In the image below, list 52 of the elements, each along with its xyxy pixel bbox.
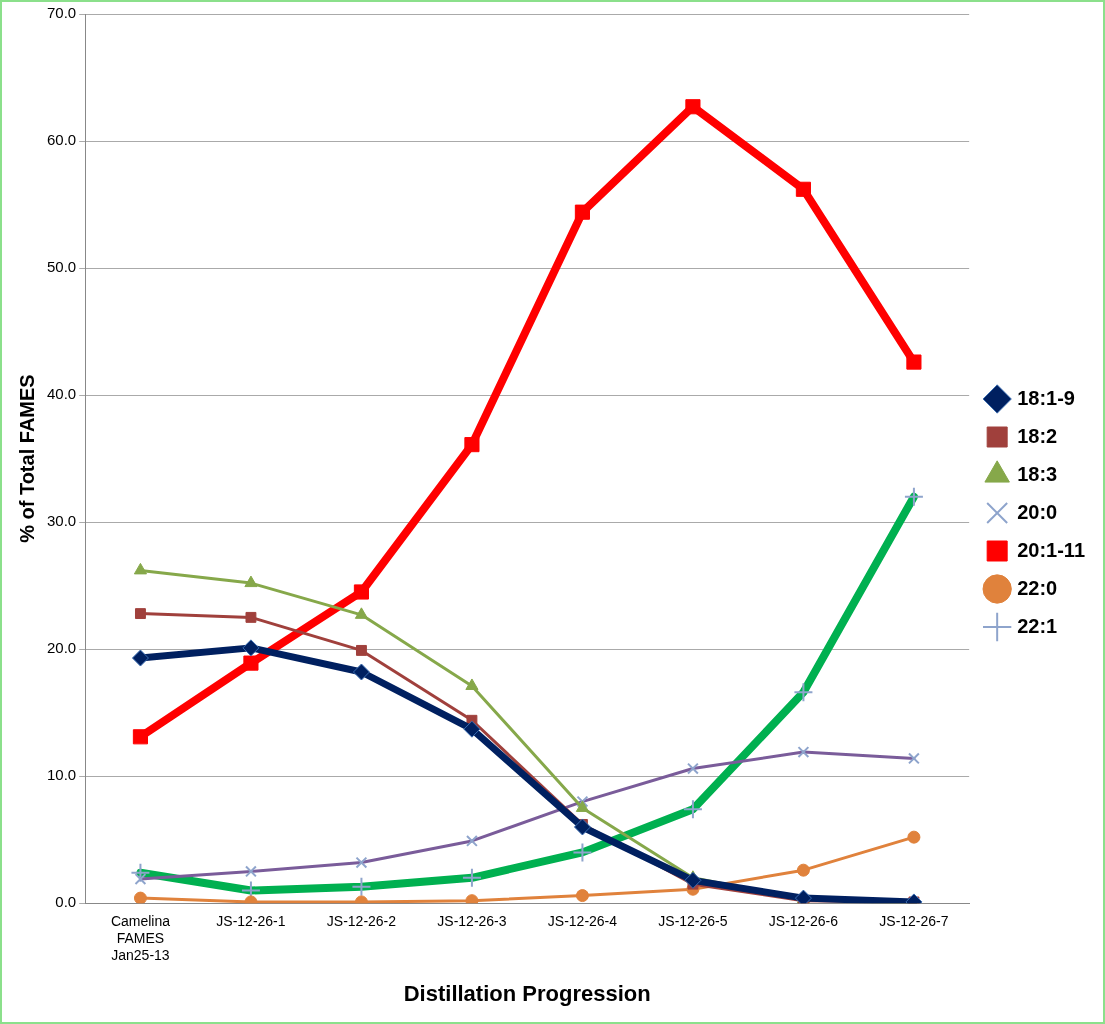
y-tick-label: 10.0: [46, 766, 77, 784]
point: [352, 663, 370, 681]
x-tick-label: Camelina FAMES Jan25-13: [110, 913, 171, 964]
legend-label: 20:1-11: [1017, 538, 1086, 561]
point: [796, 863, 810, 877]
point: [245, 611, 257, 623]
point: [355, 644, 367, 656]
point: [573, 818, 591, 836]
legend-label: 20:0: [1017, 500, 1058, 523]
legend-label: 18:1-9: [1017, 386, 1075, 409]
point: [133, 562, 148, 575]
y-tick-label: 0.0: [55, 893, 77, 911]
point: [685, 99, 701, 115]
x-axis-title: Distillation Progression: [403, 980, 651, 1006]
point: [134, 608, 146, 620]
point: [465, 678, 479, 690]
point: [354, 607, 368, 619]
y-tick-label: 50.0: [46, 258, 77, 276]
x-tick-label: JS-12-26-4: [547, 913, 618, 930]
point: [575, 800, 589, 812]
legend-label: 22:1: [1017, 614, 1058, 637]
point: [132, 729, 149, 745]
legend-label: 18:2: [1017, 424, 1058, 447]
point: [465, 894, 479, 904]
point: [574, 204, 590, 220]
legend-label: 18:3: [1017, 462, 1058, 485]
point: [244, 575, 258, 588]
point: [353, 584, 370, 600]
point: [131, 649, 149, 667]
x-tick-label: JS-12-26-3: [437, 913, 507, 930]
y-tick-label: 60.0: [46, 131, 77, 149]
y-tick-label: 20.0: [46, 639, 77, 657]
point: [684, 871, 702, 889]
x-tick-label: JS-12-26-1: [216, 913, 286, 930]
point: [243, 655, 259, 671]
y-tick-label: 70.0: [46, 4, 77, 22]
y-tick-label: 30.0: [46, 512, 77, 530]
x-tick-label: JS-12-26-5: [658, 913, 728, 930]
point: [575, 889, 589, 903]
point: [906, 354, 922, 370]
point: [464, 437, 480, 453]
legend-label: 22:0: [1017, 576, 1058, 599]
y-axis-title: % of Total FAMES: [15, 374, 38, 543]
point: [795, 181, 811, 197]
x-tick-label: JS-12-26-6: [768, 913, 839, 930]
point: [242, 639, 260, 657]
x-tick-label: JS-12-26-7: [879, 913, 949, 930]
point: [133, 891, 147, 904]
point: [907, 830, 921, 844]
x-tick-label: JS-12-26-2: [326, 913, 397, 930]
point: [463, 720, 481, 738]
y-tick-label: 40.0: [46, 385, 77, 403]
